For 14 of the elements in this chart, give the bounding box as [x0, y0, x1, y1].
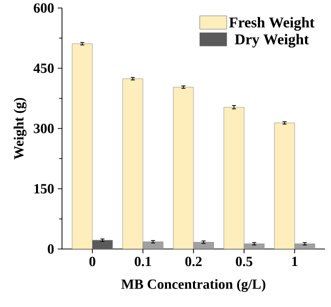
legend-label: Fresh Weight [229, 17, 314, 31]
x-tick-label: 0.1 [134, 256, 151, 266]
y-tick-label: 600 [34, 3, 54, 13]
legend-label: Dry Weight [234, 34, 309, 48]
y-tick-label: 300 [34, 124, 54, 134]
y-tick-label: 0 [48, 244, 54, 254]
x-tick-label: 1 [292, 256, 298, 266]
x-tick-label: 0.2 [185, 256, 202, 266]
y-axis-title: Weight (g) [14, 98, 26, 160]
x-axis-title: MB Concentration (g/L) [121, 279, 266, 292]
y-tick-label: 450 [33, 64, 54, 73]
y-tick-label: 150 [34, 184, 54, 194]
x-tick-label: 0 [89, 256, 96, 266]
x-tick-label: 0.5 [236, 256, 252, 266]
